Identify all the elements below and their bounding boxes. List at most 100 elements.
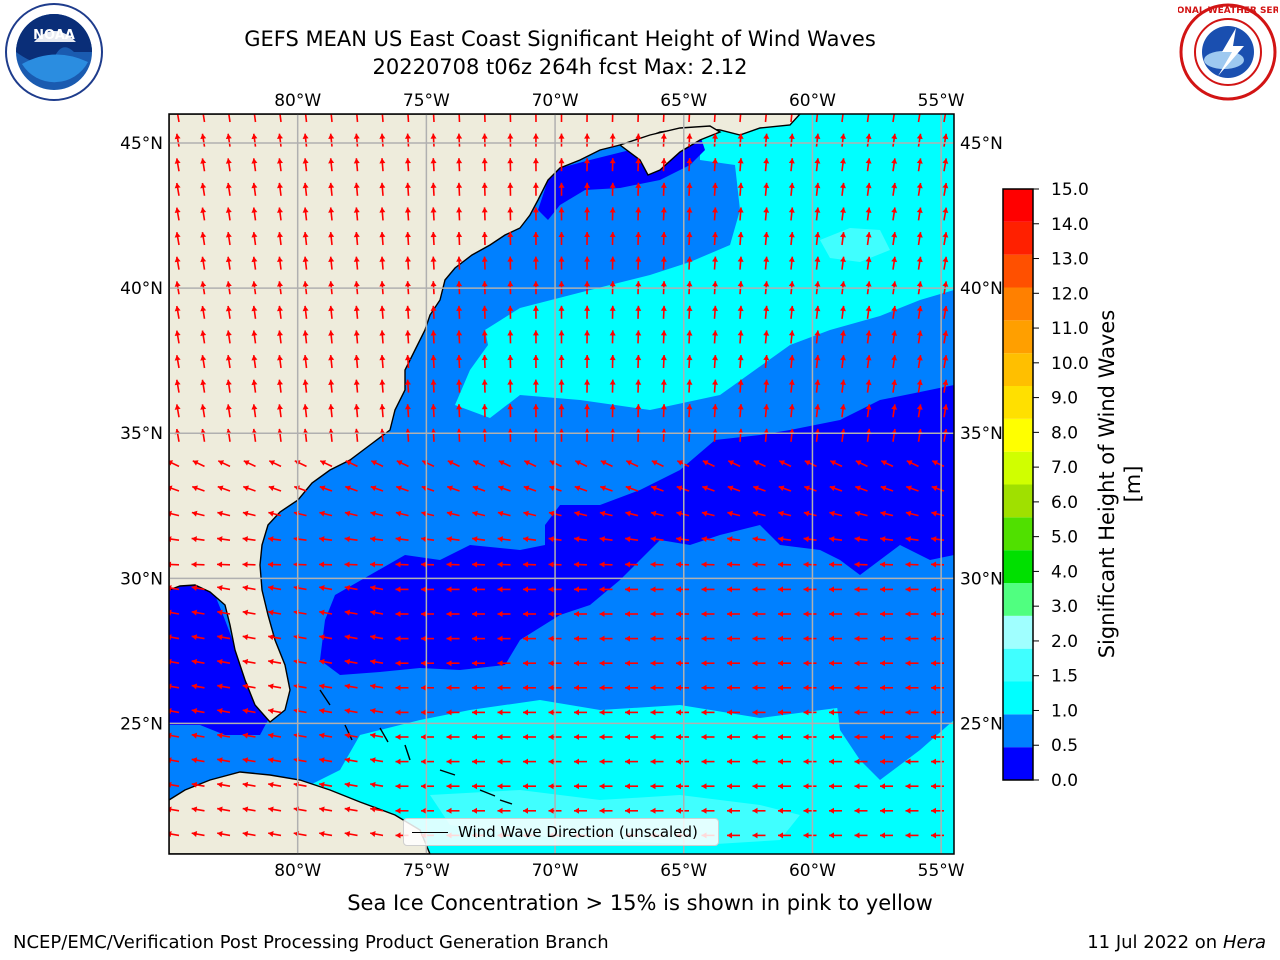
wave-arrowhead <box>609 330 616 336</box>
wave-arrowhead <box>481 379 488 385</box>
wave-arrowhead <box>370 658 376 665</box>
wave-arrowhead <box>548 684 554 691</box>
wave-arrowhead <box>635 207 642 213</box>
wave-arrowhead <box>268 806 274 813</box>
wave-arrowhead <box>548 611 554 617</box>
wave-arrowhead <box>599 561 605 568</box>
wave-arrowhead <box>217 536 223 543</box>
wave-arrowhead <box>829 832 834 839</box>
colorbar-segment <box>1003 221 1033 255</box>
wave-arrowhead <box>660 404 667 410</box>
wave-arrowhead <box>865 305 872 312</box>
wave-arrowhead <box>880 586 885 593</box>
wave-arrowhead <box>778 611 783 617</box>
wave-arrowhead <box>395 758 401 765</box>
wave-arrowhead <box>548 561 554 568</box>
wave-arrowhead <box>200 379 207 386</box>
wave-arrowhead <box>344 806 351 813</box>
wave-arrowhead <box>891 182 898 189</box>
wave-arrowhead <box>803 758 809 765</box>
wave-arrow <box>202 114 206 123</box>
wave-arrowhead <box>421 586 426 593</box>
sea-ice-note: Sea Ice Concentration > 15% is shown in … <box>347 891 933 915</box>
wave-arrowhead <box>829 635 834 642</box>
colorbar-tick-label: 9.0 <box>1051 389 1078 409</box>
wave-arrowhead <box>472 734 477 740</box>
wave-arrowhead <box>814 379 821 385</box>
wave-arrowhead <box>217 732 223 739</box>
wave-arrowhead <box>916 379 923 386</box>
wave-arrowhead <box>584 404 591 410</box>
wave-arrowhead <box>532 182 539 188</box>
wave-arrowhead <box>251 158 258 164</box>
wave-arrowhead <box>727 510 733 517</box>
wave-height-0.0-0.5-florida <box>169 582 268 735</box>
wave-arrowhead <box>829 783 834 790</box>
wave-arrowhead <box>660 133 667 139</box>
wave-arrowhead <box>609 182 616 188</box>
wave-arrowhead <box>803 684 809 691</box>
wave-arrowhead <box>854 586 860 593</box>
wave-arrowhead <box>277 305 283 312</box>
wave-arrowhead <box>686 379 693 385</box>
wave-arrowhead <box>421 734 426 740</box>
wave-arrowhead <box>686 207 693 213</box>
colorbar-tick-label: 12.0 <box>1051 284 1089 304</box>
wave-arrowhead <box>609 355 616 361</box>
wave-arrowhead <box>507 207 514 213</box>
wave-arrowhead <box>650 611 656 617</box>
wave-arrowhead <box>788 404 795 410</box>
wave-arrowhead <box>268 609 274 616</box>
wave-arrowhead <box>217 757 223 764</box>
wave-arrow <box>739 114 742 123</box>
wave-arrowhead <box>200 256 207 263</box>
wave-arrowhead <box>370 485 377 492</box>
wave-arrowhead <box>916 355 923 361</box>
wave-arrowhead <box>599 734 605 740</box>
wave-arrowhead <box>676 611 681 617</box>
wave-arrowhead <box>625 510 631 517</box>
wave-arrowhead <box>942 379 949 386</box>
map-plot-area <box>169 114 954 854</box>
colorbar-segment <box>1003 517 1033 551</box>
wave-arrowhead <box>481 404 488 410</box>
wave-arrowhead <box>778 709 783 716</box>
wave-arrowhead <box>242 510 249 517</box>
wave-arrowhead <box>370 806 376 813</box>
wave-arrowhead <box>446 635 452 642</box>
wave-arrowhead <box>353 182 360 189</box>
wave-arrowhead <box>328 379 335 385</box>
wave-arrowhead <box>532 281 539 287</box>
wave-arrowhead <box>625 758 630 765</box>
credit-text: NCEP/EMC/Verification Post Processing Pr… <box>13 932 609 953</box>
wave-arrowhead <box>584 232 591 238</box>
wave-arrowhead <box>942 232 949 238</box>
wave-arrowhead <box>752 684 758 691</box>
wave-arrowhead <box>942 281 949 287</box>
wave-arrowhead <box>905 709 911 716</box>
colorbar-tick-label: 5.0 <box>1051 528 1078 548</box>
wave-arrowhead <box>404 133 411 139</box>
colorbar-segment <box>1003 451 1033 485</box>
wave-arrowhead <box>344 634 351 641</box>
wave-arrow <box>169 512 180 517</box>
wave-arrowhead <box>584 281 591 287</box>
wave-arrowhead <box>225 355 232 361</box>
wave-arrowhead <box>702 460 709 466</box>
wave-arrowhead <box>456 207 463 213</box>
wave-arrowhead <box>712 232 719 238</box>
wave-arrowhead <box>472 561 478 568</box>
wave-arrowhead <box>803 783 809 790</box>
wave-arrowhead <box>302 232 309 238</box>
wave-arrowhead <box>752 561 758 568</box>
wave-arrowhead <box>931 709 936 716</box>
wave-arrowhead <box>574 561 580 568</box>
wave-arrowhead <box>763 281 770 287</box>
wave-arrowhead <box>174 207 181 214</box>
wave-arrowhead <box>942 133 949 140</box>
wave-arrowhead <box>840 330 846 336</box>
wave-arrowhead <box>430 207 437 213</box>
wave-arrowhead <box>268 585 274 591</box>
wave-arrowhead <box>737 158 744 164</box>
lon-tick-bottom: 60°W <box>789 861 836 881</box>
